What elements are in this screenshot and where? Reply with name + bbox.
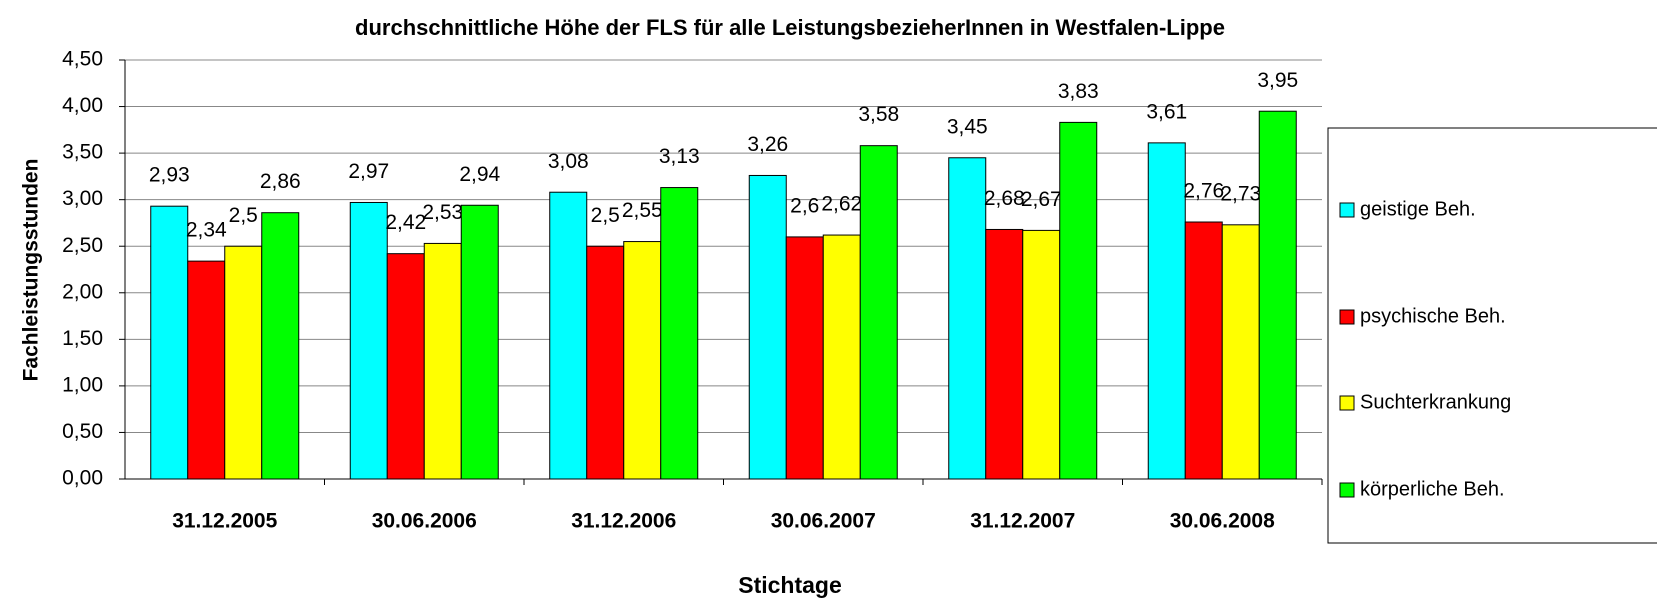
legend-box	[1327, 127, 1657, 544]
legend-label: geistige Beh.	[1360, 198, 1476, 220]
y-tick-label: 1,50	[62, 327, 103, 350]
bar	[261, 212, 300, 480]
x-tick-label: 31.12.2005	[172, 510, 277, 533]
legend-swatch	[1339, 202, 1355, 218]
x-tick-label: 30.06.2008	[1170, 510, 1275, 533]
legend-label: psychische Beh.	[1360, 305, 1506, 327]
bar	[150, 205, 189, 480]
value-label: 3,45	[947, 115, 988, 138]
value-label: 3,95	[1257, 69, 1298, 92]
chart-title: durchschnittliche Höhe der FLS für alle …	[355, 15, 1225, 40]
y-tick-label: 4,50	[62, 48, 103, 71]
value-label: 2,6	[790, 194, 819, 217]
value-label: 3,26	[747, 133, 788, 156]
x-tick-label: 30.06.2007	[771, 510, 876, 533]
value-label: 2,73	[1220, 182, 1261, 205]
value-label: 3,83	[1058, 80, 1099, 103]
value-label: 2,97	[348, 160, 389, 183]
x-tick-label: 30.06.2006	[372, 510, 477, 533]
legend-swatch	[1339, 309, 1355, 325]
bar	[187, 260, 226, 480]
value-label: 2,94	[459, 163, 500, 186]
y-tick-label: 1,00	[62, 373, 103, 396]
bar	[822, 234, 861, 480]
value-label: 2,5	[229, 204, 258, 227]
y-tick-label: 0,50	[62, 420, 103, 443]
bar	[1059, 121, 1098, 480]
value-label: 3,08	[548, 150, 589, 173]
value-label: 2,86	[260, 170, 301, 193]
y-tick-label: 0,00	[62, 467, 103, 490]
legend-swatch	[1339, 395, 1355, 411]
legend-label: körperliche Beh.	[1360, 478, 1505, 500]
bar	[549, 191, 588, 480]
value-label: 2,42	[385, 211, 426, 234]
value-label: 2,62	[821, 193, 862, 216]
y-tick-label: 3,00	[62, 187, 103, 210]
y-axis-label: Fachleistungsstunden	[20, 159, 43, 382]
value-label: 2,34	[186, 219, 227, 242]
value-label: 2,68	[984, 187, 1025, 210]
bar	[1022, 229, 1061, 480]
legend-label: Suchterkrankung	[1360, 391, 1511, 413]
value-label: 2,5	[591, 204, 620, 227]
bar	[785, 236, 824, 480]
bar	[460, 204, 499, 480]
value-label: 2,76	[1183, 180, 1224, 203]
bar	[1258, 110, 1297, 480]
value-label: 3,13	[659, 145, 700, 168]
bar	[1184, 221, 1223, 480]
bar	[985, 228, 1024, 480]
y-tick-label: 3,50	[62, 141, 103, 164]
value-label: 2,53	[422, 201, 463, 224]
value-label: 2,93	[149, 164, 190, 187]
bar	[1147, 142, 1186, 480]
y-tick-label: 2,50	[62, 234, 103, 257]
bar	[623, 241, 662, 480]
legend-swatch	[1339, 482, 1355, 498]
value-label: 2,55	[622, 199, 663, 222]
x-tick-label: 31.12.2007	[970, 510, 1075, 533]
bar	[660, 187, 699, 480]
y-tick-label: 4,00	[62, 94, 103, 117]
value-label: 3,58	[858, 103, 899, 126]
bar	[423, 242, 462, 480]
bar	[586, 245, 625, 480]
bar	[859, 145, 898, 480]
bar	[948, 157, 987, 480]
bar	[224, 245, 263, 480]
value-label: 2,67	[1021, 188, 1062, 211]
y-tick-label: 2,00	[62, 280, 103, 303]
x-tick-label: 31.12.2006	[571, 510, 676, 533]
value-label: 3,61	[1146, 100, 1187, 123]
bar	[748, 174, 787, 480]
bar	[386, 253, 425, 480]
bar	[1221, 224, 1260, 480]
bar	[349, 201, 388, 480]
x-axis-label: Stichtage	[738, 572, 842, 598]
